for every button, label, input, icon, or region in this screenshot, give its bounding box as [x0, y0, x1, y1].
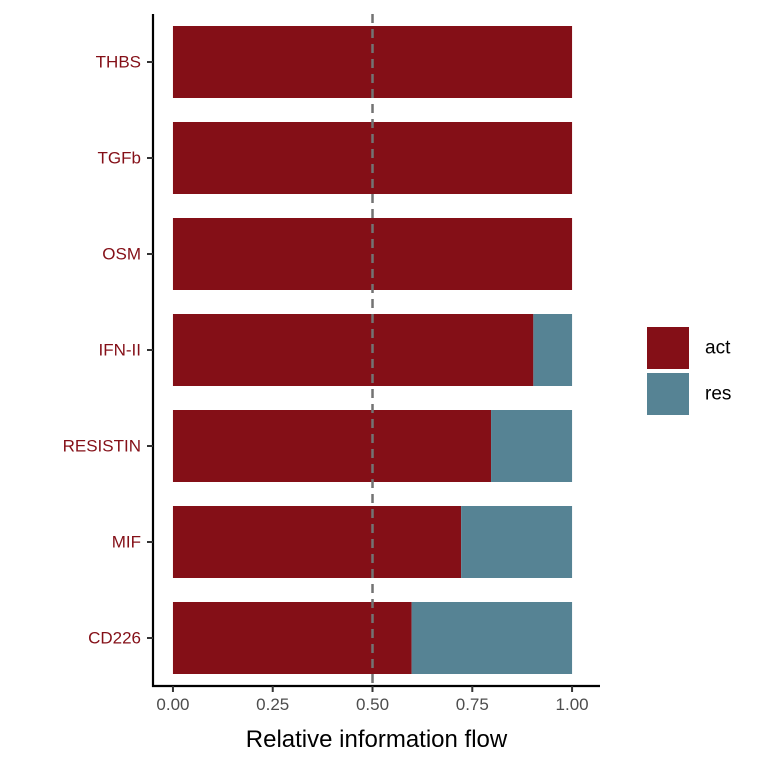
x-tick-label: 0.25: [256, 695, 289, 714]
bar-res-ifn-ii: [533, 314, 573, 386]
legend-label-res: res: [705, 384, 731, 405]
bar-res-mif: [461, 506, 573, 578]
bars-layer: [172, 26, 573, 674]
category-label-tgfb: TGFb: [98, 149, 141, 168]
bar-act-ifn-ii: [172, 314, 534, 386]
y-axis-ticks: THBS TGFb OSM IFN-II RESISTIN MIF CD226: [63, 53, 153, 648]
category-label-resistin: RESISTIN: [63, 437, 141, 456]
x-tick-label: 0.50: [356, 695, 389, 714]
x-axis-ticks: 0.00 0.25 0.50 0.75 1.00: [156, 686, 589, 714]
legend-label-act: act: [705, 338, 731, 359]
x-axis-title: Relative information flow: [246, 726, 508, 753]
category-label-ifn-ii: IFN-II: [99, 341, 142, 360]
category-label-cd226: CD226: [88, 629, 141, 648]
legend: act res: [647, 327, 731, 415]
bar-act-resistin: [172, 410, 492, 482]
x-tick-label: 0.00: [156, 695, 189, 714]
x-tick-label: 1.00: [556, 695, 589, 714]
bar-act-cd226: [172, 602, 412, 674]
x-tick-label: 0.75: [456, 695, 489, 714]
category-label-mif: MIF: [112, 533, 141, 552]
bar-act-mif: [172, 506, 462, 578]
category-label-osm: OSM: [102, 245, 141, 264]
category-label-thbs: THBS: [96, 53, 141, 72]
bar-res-cd226: [411, 602, 573, 674]
legend-key-res: [647, 373, 689, 415]
legend-key-act: [647, 327, 689, 369]
bar-res-resistin: [491, 410, 573, 482]
